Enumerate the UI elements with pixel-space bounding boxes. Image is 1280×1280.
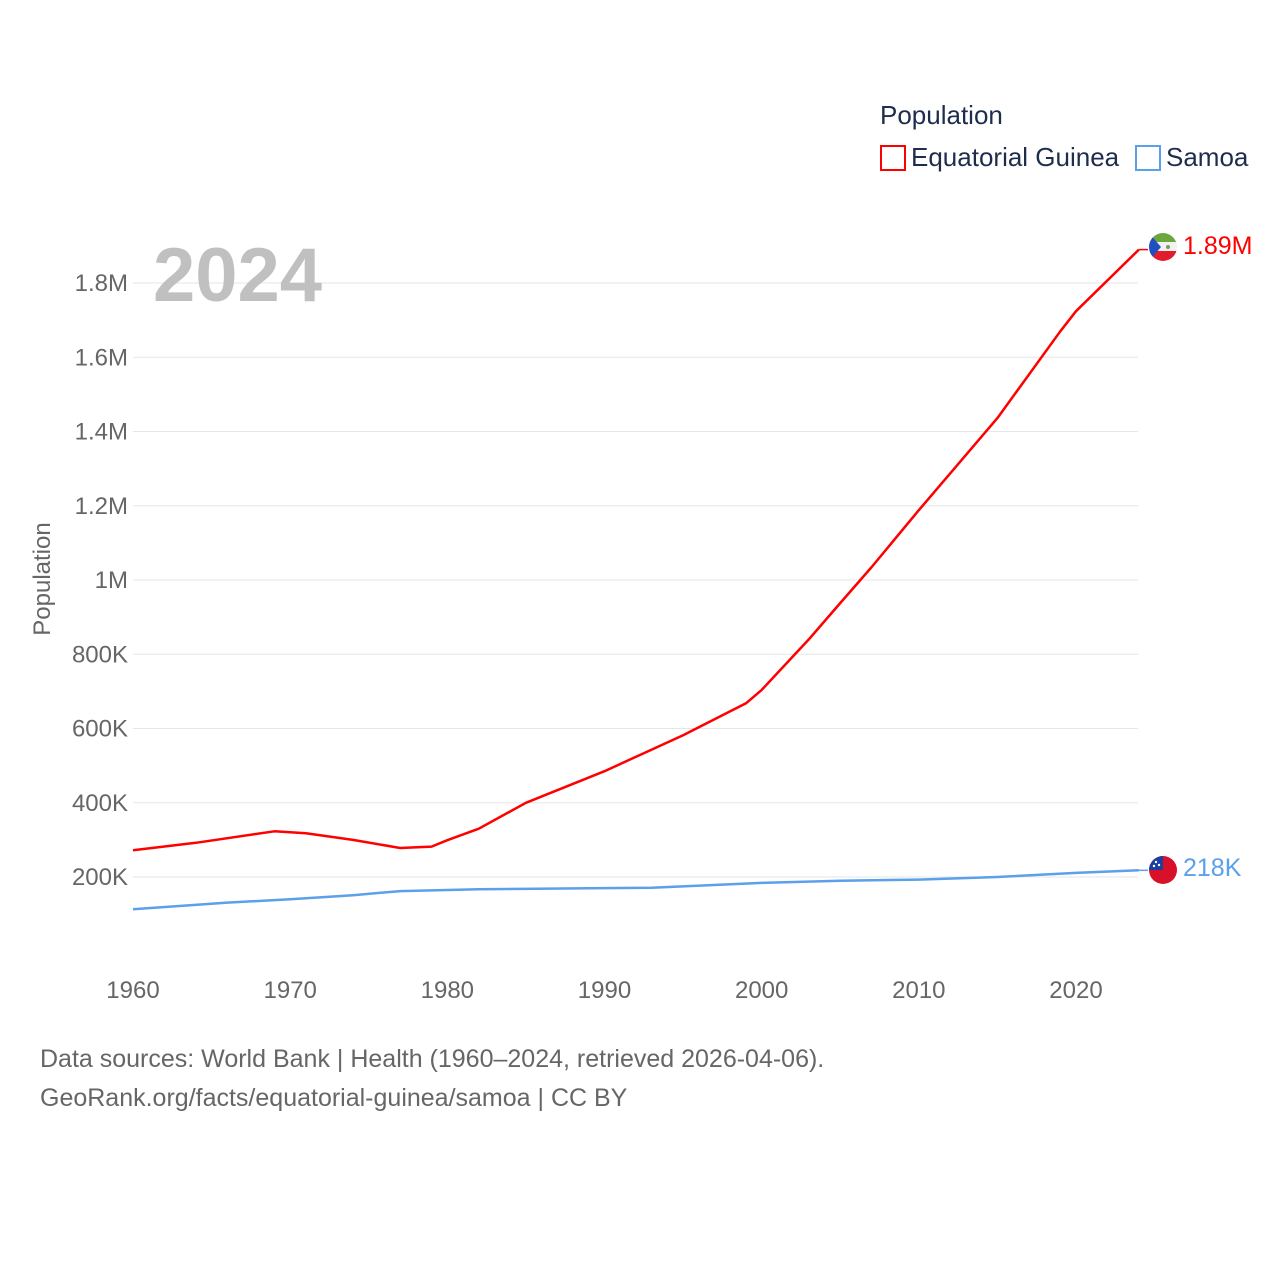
legend: Population Equatorial Guinea Samoa <box>880 100 1249 172</box>
x-tick-label: 1960 <box>106 977 159 1004</box>
equatorial-guinea-flag-icon <box>1149 233 1177 261</box>
y-tick-label: 1.6M <box>75 344 128 371</box>
year-label: 2024 <box>153 233 322 318</box>
end-value-label: 218K <box>1183 854 1242 882</box>
samoa-flag-icon <box>1149 856 1177 884</box>
x-tick-label: 2000 <box>735 977 788 1004</box>
series-line-equatorial-guinea[interactable] <box>132 248 1140 852</box>
y-tick-label: 200K <box>72 864 128 891</box>
legend-swatch-samoa[interactable] <box>1135 145 1161 171</box>
y-tick-label: 800K <box>72 641 128 668</box>
y-tick-label: 1.8M <box>75 270 128 297</box>
x-tick-label: 1990 <box>578 977 631 1004</box>
legend-title: Population <box>880 100 1003 130</box>
x-tick-label: 1980 <box>421 977 474 1004</box>
legend-label-samoa[interactable]: Samoa <box>1166 142 1249 172</box>
source-line: Data sources: World Bank | Health (1960–… <box>40 1045 825 1073</box>
y-axis-ticks: 200K 400K 600K 800K 1M 1.2M 1.4M 1.6M 1.8M <box>72 270 128 891</box>
x-tick-label: 2020 <box>1049 977 1102 1004</box>
gridlines <box>133 282 1138 878</box>
y-tick-label: 1.4M <box>75 419 128 446</box>
y-tick-label: 400K <box>72 790 128 817</box>
y-tick-label: 1.2M <box>75 493 128 520</box>
end-value-label: 1.89M <box>1183 232 1252 260</box>
x-tick-label: 2010 <box>892 977 945 1004</box>
series-lines <box>132 248 1140 911</box>
y-tick-label: 600K <box>72 716 128 743</box>
x-axis-ticks: 1960 1970 1980 1990 2000 2010 2020 <box>106 977 1102 1004</box>
x-tick-label: 1970 <box>263 977 316 1004</box>
legend-label-equatorial-guinea[interactable]: Equatorial Guinea <box>911 142 1120 172</box>
y-axis-label: Population <box>29 522 56 635</box>
y-tick-label: 1M <box>95 567 128 594</box>
series-line-samoa[interactable] <box>132 869 1139 911</box>
source-url[interactable]: GeoRank.org/facts/equatorial-guinea/samo… <box>40 1084 628 1112</box>
legend-swatch-equatorial-guinea[interactable] <box>880 145 906 171</box>
